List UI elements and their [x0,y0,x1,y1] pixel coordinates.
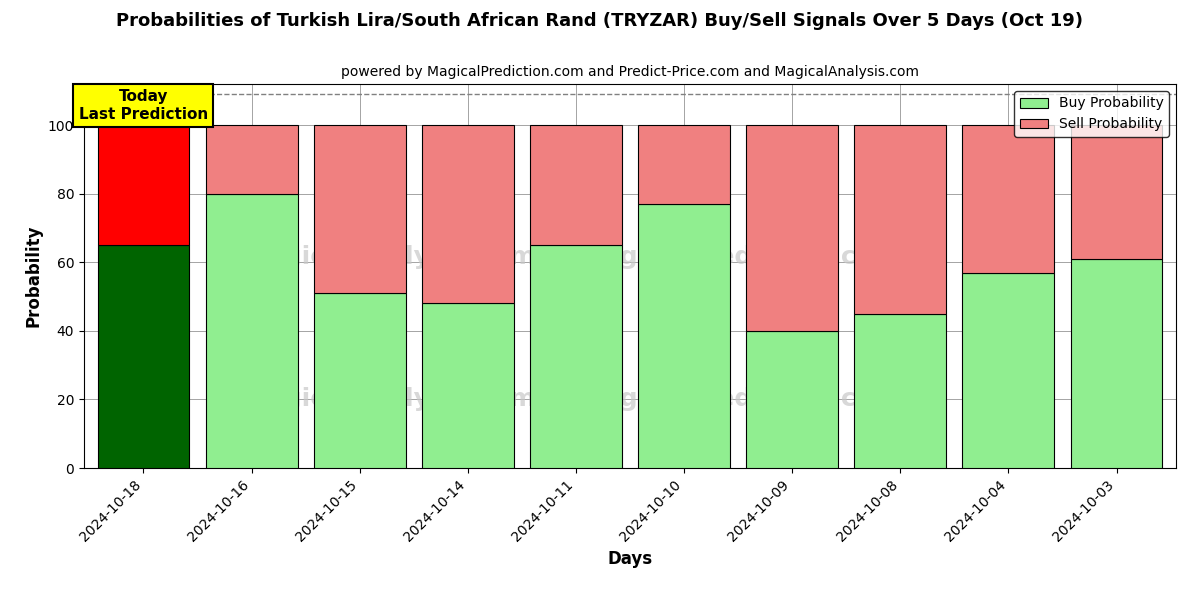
Bar [313,125,406,293]
Bar [854,314,947,468]
Bar [205,194,298,468]
Bar [962,125,1055,272]
Y-axis label: Probability: Probability [24,225,42,327]
Bar [962,272,1055,468]
Text: MagicalPrediction.com: MagicalPrediction.com [578,245,900,269]
Title: powered by MagicalPrediction.com and Predict-Price.com and MagicalAnalysis.com: powered by MagicalPrediction.com and Pre… [341,65,919,79]
Text: MagicalAnalysis.com: MagicalAnalysis.com [242,245,536,269]
Bar [1070,259,1163,468]
Bar [97,245,190,468]
Bar [97,125,190,245]
Bar [854,125,947,314]
Bar [313,293,406,468]
Text: Probabilities of Turkish Lira/South African Rand (TRYZAR) Buy/Sell Signals Over : Probabilities of Turkish Lira/South Afri… [116,12,1084,30]
Legend: Buy Probability, Sell Probability: Buy Probability, Sell Probability [1014,91,1169,137]
Bar [530,125,622,245]
Text: MagicalAnalysis.com: MagicalAnalysis.com [242,387,536,411]
Bar [638,125,730,204]
Text: Today
Last Prediction: Today Last Prediction [79,89,208,122]
Text: MagicalPrediction.com: MagicalPrediction.com [578,387,900,411]
Bar [422,125,514,304]
Bar [1070,125,1163,259]
Bar [422,304,514,468]
Bar [530,245,622,468]
Bar [205,125,298,194]
Bar [746,125,838,331]
Bar [746,331,838,468]
X-axis label: Days: Days [607,550,653,568]
Bar [638,204,730,468]
